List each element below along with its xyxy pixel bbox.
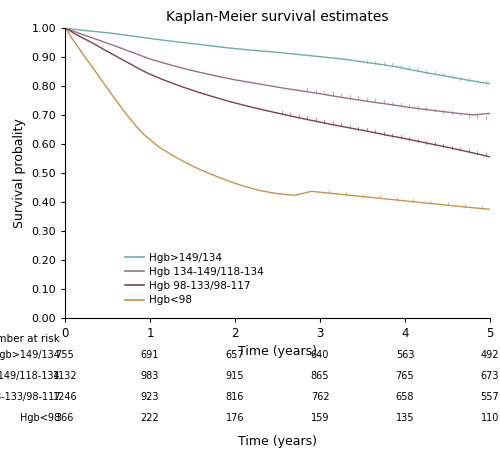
Text: Number at risk: Number at risk [0,334,60,344]
Text: 762: 762 [310,392,330,402]
Text: 816: 816 [226,392,244,402]
Text: 658: 658 [396,392,414,402]
Text: 222: 222 [140,413,160,423]
Text: Hgb>149/134: Hgb>149/134 [0,350,60,360]
Text: 657: 657 [226,350,244,360]
Text: 1132: 1132 [52,371,78,381]
Text: 563: 563 [396,350,414,360]
Text: 915: 915 [226,371,244,381]
Text: 492: 492 [481,350,499,360]
Text: 159: 159 [311,413,329,423]
Text: Hgb 98-133/98-117: Hgb 98-133/98-117 [0,392,60,402]
Text: 765: 765 [396,371,414,381]
Text: 1246: 1246 [52,392,78,402]
Text: 691: 691 [141,350,159,360]
Text: 110: 110 [481,413,499,423]
Text: 557: 557 [480,392,500,402]
Text: Hgb<98: Hgb<98 [20,413,60,423]
Text: 673: 673 [481,371,499,381]
Text: Hgb 134-149/118-134: Hgb 134-149/118-134 [0,371,60,381]
Text: 755: 755 [56,350,74,360]
X-axis label: Time (years): Time (years) [238,345,317,358]
Text: 640: 640 [311,350,329,360]
Text: Time (years): Time (years) [238,435,317,448]
Text: 923: 923 [141,392,160,402]
Text: 983: 983 [141,371,159,381]
Title: Kaplan-Meier survival estimates: Kaplan-Meier survival estimates [166,10,389,24]
Text: 176: 176 [226,413,244,423]
Text: 865: 865 [311,371,329,381]
Text: 366: 366 [56,413,74,423]
Y-axis label: Survival probality: Survival probality [12,118,26,228]
Legend: Hgb>149/134, Hgb 134-149/118-134, Hgb 98-133/98-117, Hgb<98: Hgb>149/134, Hgb 134-149/118-134, Hgb 98… [121,248,268,310]
Text: 135: 135 [396,413,414,423]
